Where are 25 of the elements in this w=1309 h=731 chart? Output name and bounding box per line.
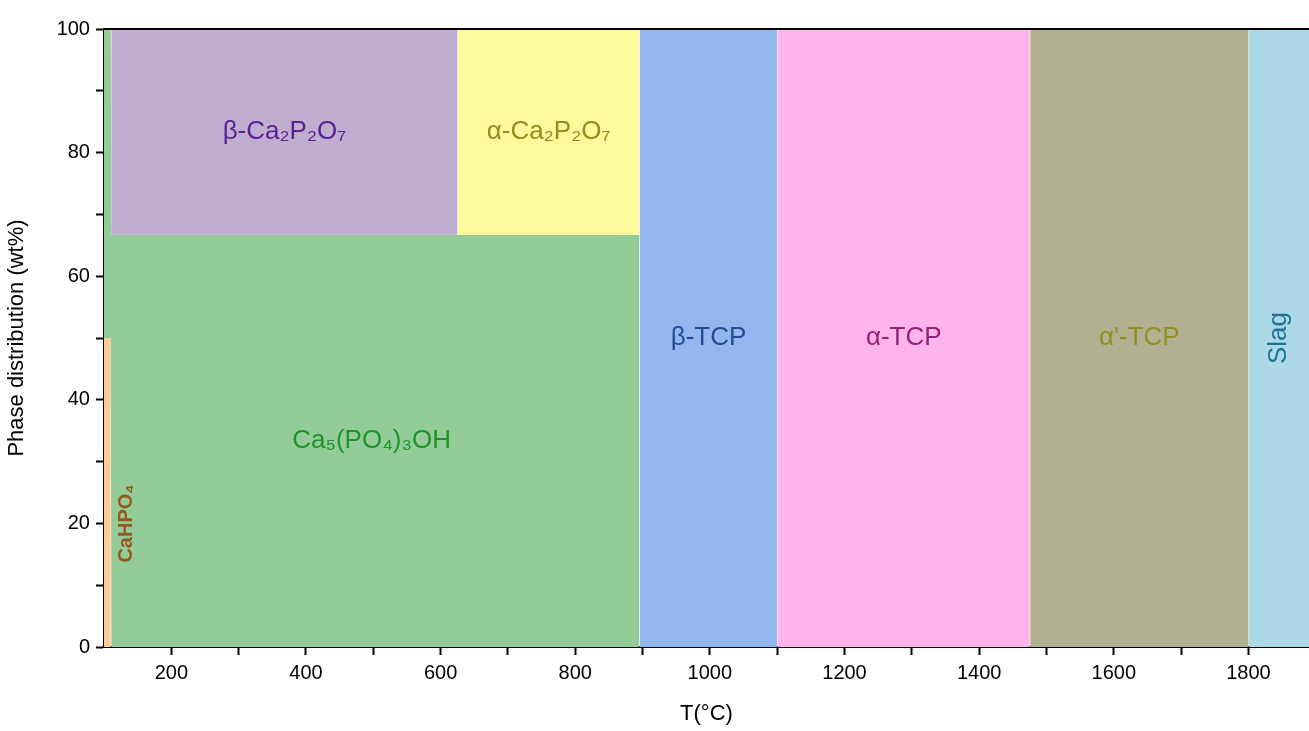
series-label: α-TCP xyxy=(865,321,942,352)
y-axis-title: Phase distribution (wt%) xyxy=(3,219,29,457)
y-tick-label: 60 xyxy=(67,263,90,286)
x-tick-label: 1200 xyxy=(822,660,867,683)
series-label: β-Ca₂P₂O₇ xyxy=(222,115,347,146)
y-tick-label: 40 xyxy=(67,387,90,410)
x-axis-title: T(°C) xyxy=(680,699,733,725)
series-label: Slag xyxy=(1262,311,1293,365)
series-label: Ca₅(PO₄)₃OH xyxy=(292,424,451,455)
x-tick-label: 1400 xyxy=(956,660,1002,683)
y-tick-label: 80 xyxy=(67,140,90,163)
series-label: β-TCP xyxy=(670,321,747,352)
y-tick-label: 100 xyxy=(56,16,90,39)
x-tick-label: 800 xyxy=(558,660,592,683)
x-tick-label: 400 xyxy=(289,660,323,683)
y-tick-label: 0 xyxy=(78,634,90,657)
text: CaHPO₄ xyxy=(114,484,137,563)
x-tick-label: 1000 xyxy=(687,660,733,683)
series-label: α-Ca₂P₂O₇ xyxy=(486,115,611,146)
x-tick-label: 600 xyxy=(423,660,458,683)
x-tick-label: 1600 xyxy=(1091,660,1137,683)
x-tick-label: 200 xyxy=(154,660,189,683)
x-tick-label: 1800 xyxy=(1226,660,1271,683)
y-tick-label: 20 xyxy=(67,510,90,533)
series-label: α'-TCP xyxy=(1099,321,1180,352)
